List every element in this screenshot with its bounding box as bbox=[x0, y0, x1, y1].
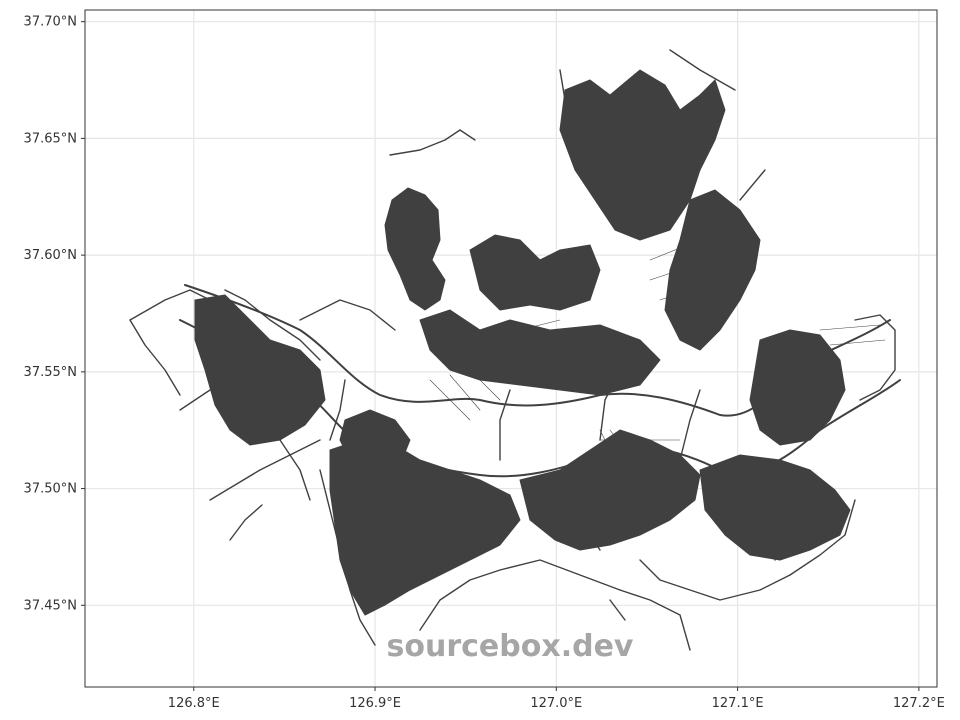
panel-border bbox=[84, 9, 938, 688]
arterial-roads bbox=[129, 49, 896, 651]
x-tick-label: 126.9°E bbox=[349, 696, 401, 711]
y-tick-label: 37.70°N bbox=[24, 15, 77, 30]
axes: 126.8°E 126.9°E 127.0°E 127.1°E 127.2°E 37.45… bbox=[24, 15, 945, 711]
river-north-bank bbox=[184, 284, 891, 417]
y-tick-label: 37.50°N bbox=[24, 482, 77, 497]
x-tick-label: 126.8°E bbox=[168, 696, 220, 711]
dense-road-areas bbox=[194, 69, 851, 616]
river-south-bank bbox=[179, 319, 901, 478]
minor-streets bbox=[239, 109, 886, 561]
y-tick-label: 37.60°N bbox=[24, 248, 77, 263]
y-tick-label: 37.55°N bbox=[24, 365, 77, 380]
road-network bbox=[129, 49, 901, 651]
y-tick-label: 37.65°N bbox=[24, 131, 77, 146]
y-tick-label: 37.45°N bbox=[24, 598, 77, 613]
x-tick-label: 127.2°E bbox=[893, 696, 945, 711]
x-tick-label: 127.1°E bbox=[712, 696, 764, 711]
watermark: sourcebox.dev bbox=[387, 629, 634, 664]
x-tick-label: 127.0°E bbox=[530, 696, 582, 711]
